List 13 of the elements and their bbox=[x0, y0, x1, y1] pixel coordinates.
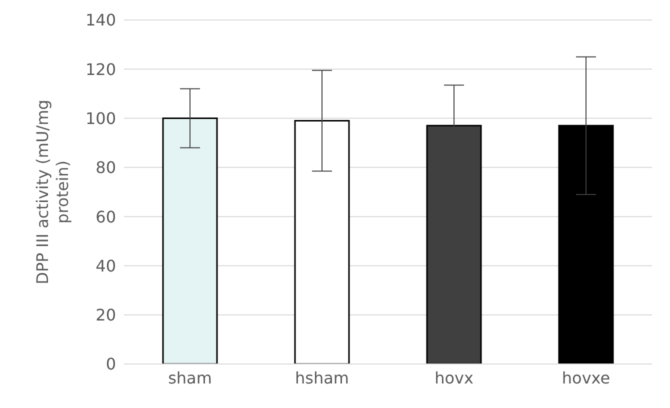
x-tick-label: hovxe bbox=[562, 368, 610, 388]
y-tick-label: 80 bbox=[96, 158, 116, 178]
y-tick-label: 100 bbox=[85, 108, 116, 128]
x-tick-label: hovx bbox=[434, 368, 474, 388]
y-axis-title: DPP III activity (mU/mg protein) bbox=[33, 100, 72, 284]
y-tick-label: 20 bbox=[96, 306, 116, 325]
x-tick-label: sham bbox=[168, 368, 212, 388]
y-tick-label: 60 bbox=[96, 207, 116, 226]
y-tick-label: 140 bbox=[85, 10, 116, 30]
y-tick-label: 40 bbox=[96, 256, 116, 276]
x-tick-label: hsham bbox=[294, 368, 350, 388]
y-tick-label: 0 bbox=[106, 354, 116, 374]
y-tick-label: 120 bbox=[85, 60, 116, 79]
